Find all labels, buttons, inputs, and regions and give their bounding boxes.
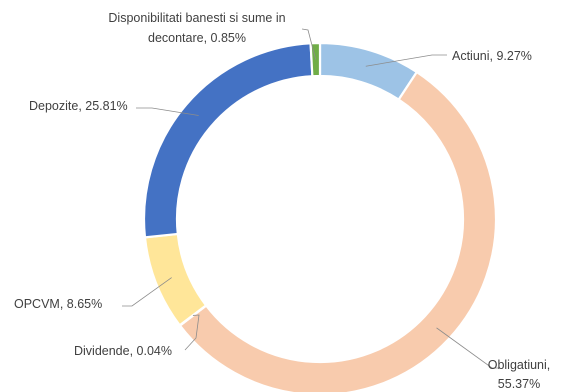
slice-depozite (142, 42, 314, 239)
slice-disponibilitati-banesti-si-sume-in-decontare (309, 41, 322, 78)
donut-slices (142, 41, 498, 392)
label-disponibilitati-line1: Disponibilitati banesti si sume in (108, 11, 285, 25)
leader-disponibilitati-banesti-si-sume-in-decontare (301, 28, 317, 60)
slice-opcvm (143, 232, 208, 327)
leader-lines (122, 28, 500, 369)
label-disponibilitati-line2: decontare, 0.85% (148, 31, 246, 45)
slice-obligatiuni (178, 70, 498, 392)
label-dividende: Dividende, 0.04% (74, 344, 172, 358)
label-obligatiuni-line2: 55.37% (498, 377, 540, 391)
leader-opcvm (122, 277, 172, 307)
leader-actiuni (365, 54, 447, 67)
leader-obligatiuni (436, 327, 500, 369)
label-obligatiuni-line1: Obligatiuni, (488, 358, 551, 372)
leader-dividende (184, 314, 200, 351)
slice-actiuni (318, 41, 419, 102)
label-depozite: Depozite, 25.81% (29, 99, 128, 113)
leader-depozite (136, 107, 199, 116)
label-opcvm: OPCVM, 8.65% (14, 297, 102, 311)
label-actiuni: Actiuni, 9.27% (452, 49, 532, 63)
